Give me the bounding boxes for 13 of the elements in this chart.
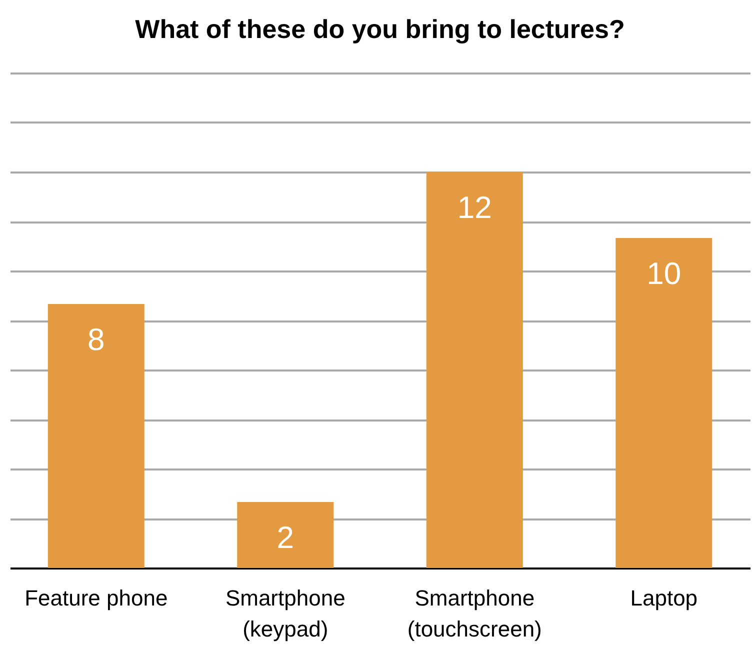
bar xyxy=(616,238,712,568)
data-label: 12 xyxy=(457,190,492,225)
x-tick-label: Smartphone (touchscreen) xyxy=(407,586,542,642)
chart-title: What of these do you bring to lectures? xyxy=(135,14,625,44)
data-label: 2 xyxy=(276,520,294,555)
data-label: 8 xyxy=(87,322,105,357)
x-tick-label: Laptop xyxy=(630,586,698,610)
bar xyxy=(237,502,334,568)
data-label: 10 xyxy=(646,256,682,291)
bar xyxy=(426,172,523,568)
x-tick-label: Feature phone xyxy=(24,586,168,610)
x-tick-label: Smartphone (keypad) xyxy=(225,586,346,642)
bar xyxy=(48,304,144,568)
